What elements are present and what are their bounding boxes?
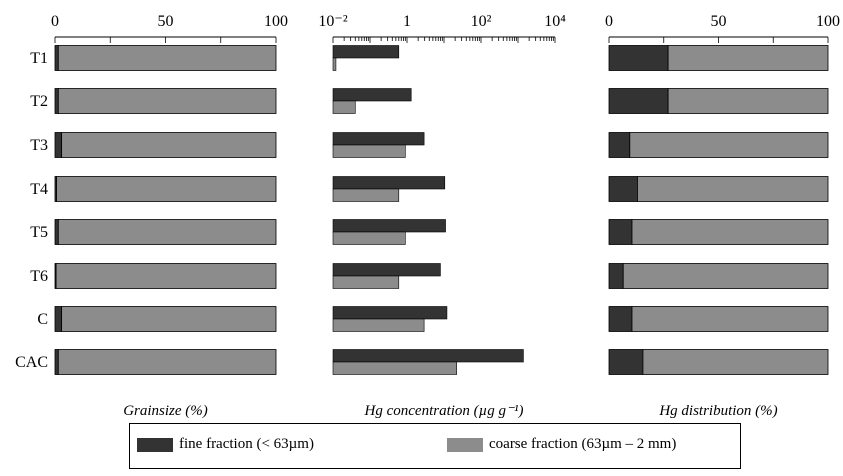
bar-t5-coarse [332,231,406,245]
bar-t2-coarse [332,100,356,114]
row-label-t3: T3 [30,137,48,154]
bar-cac-coarse [332,361,457,375]
bar-t4-coarse [637,176,829,202]
panel-3: 0 50 100 Hg distribution (%) [605,13,840,419]
bar-t6-coarse [622,263,829,289]
bar-t4-coarse [332,188,400,202]
row-label-t5: T5 [30,224,48,241]
bar-t1-coarse [57,45,277,71]
bar-t6-coarse [55,263,277,289]
legend-label-fine: fine fraction (< 63µm) [179,436,314,452]
row-label-t4: T4 [30,181,48,198]
legend: fine fraction (< 63µm) coarse fraction (… [129,423,741,469]
bar-t1-coarse [332,57,337,71]
bar-t2-coarse [667,88,829,114]
tick-label: 50 [158,13,174,30]
bar-t5-fine [608,219,633,245]
row-label-t6: T6 [30,268,48,285]
bar-t5-fine [54,219,59,245]
bar-t6-fine [608,263,624,289]
bar-t2-fine [608,88,669,114]
bar-t5-fine [332,219,446,233]
bar-t4-fine [332,176,446,190]
bar-c-coarse [61,306,277,332]
bar-c-coarse [332,318,425,332]
row-label-c: C [37,311,48,328]
bar-t4-coarse [56,176,277,202]
bar-t5-coarse [631,219,829,245]
bar-cac-fine [332,349,524,363]
legend-swatch-coarse [447,437,483,452]
legend-swatch-fine [137,437,173,452]
bar-t3-fine [608,132,631,158]
bar-t1-fine [332,45,400,59]
legend-item-fine: fine fraction (< 63µm) [137,436,314,453]
bar-t6-fine [332,263,441,277]
legend-label-coarse: coarse fraction (63µm – 2 mm) [489,436,677,452]
bar-c-fine [332,306,448,320]
legend-item-coarse: coarse fraction (63µm – 2 mm) [447,436,676,453]
bar-t1-fine [54,45,59,71]
tick-label: 0 [605,13,613,30]
axis-title-1: Grainsize (%) [123,403,208,419]
bar-t1-fine [608,45,669,71]
tick-label: 0 [51,13,59,30]
tick-label: 10² [471,13,492,30]
bar-c-fine [608,306,633,332]
axis-title-2: Hg concentration (µg g⁻¹) [364,403,524,419]
bar-t4-fine [608,176,638,202]
bar-c-coarse [631,306,829,332]
tick-label: 10⁻² [318,13,347,30]
tick-label: 50 [711,13,727,30]
bar-cac-fine [54,349,59,375]
bar-t3-fine [54,132,63,158]
bar-t3-coarse [61,132,277,158]
panel-2: 10⁻² 1 10² 10⁴ Hg concentration (µg g⁻¹) [318,13,566,419]
bar-t6-coarse [332,275,400,289]
bar-cac-fine [608,349,644,375]
bar-t2-coarse [57,88,277,114]
row-label-cac: CAC [15,354,48,371]
bar-t1-coarse [667,45,829,71]
bar-t3-coarse [629,132,829,158]
bar-t2-fine [54,88,59,114]
tick-label: 100 [816,13,840,30]
row-label-t1: T1 [30,50,48,67]
axis-title-3: Hg distribution (%) [658,403,777,419]
row-label-t2: T2 [30,93,48,110]
bar-cac-coarse [642,349,829,375]
panel-1: 0 50 100 Grainsize (%) [51,13,288,419]
bar-t3-coarse [332,144,406,158]
bar-t3-fine [332,132,425,146]
tick-label: 1 [403,13,411,30]
bar-t5-coarse [57,219,277,245]
bar-cac-coarse [57,349,277,375]
bar-t2-fine [332,88,412,102]
tick-label: 10⁴ [544,13,566,30]
tick-label: 100 [264,13,288,30]
bar-c-fine [54,306,63,332]
